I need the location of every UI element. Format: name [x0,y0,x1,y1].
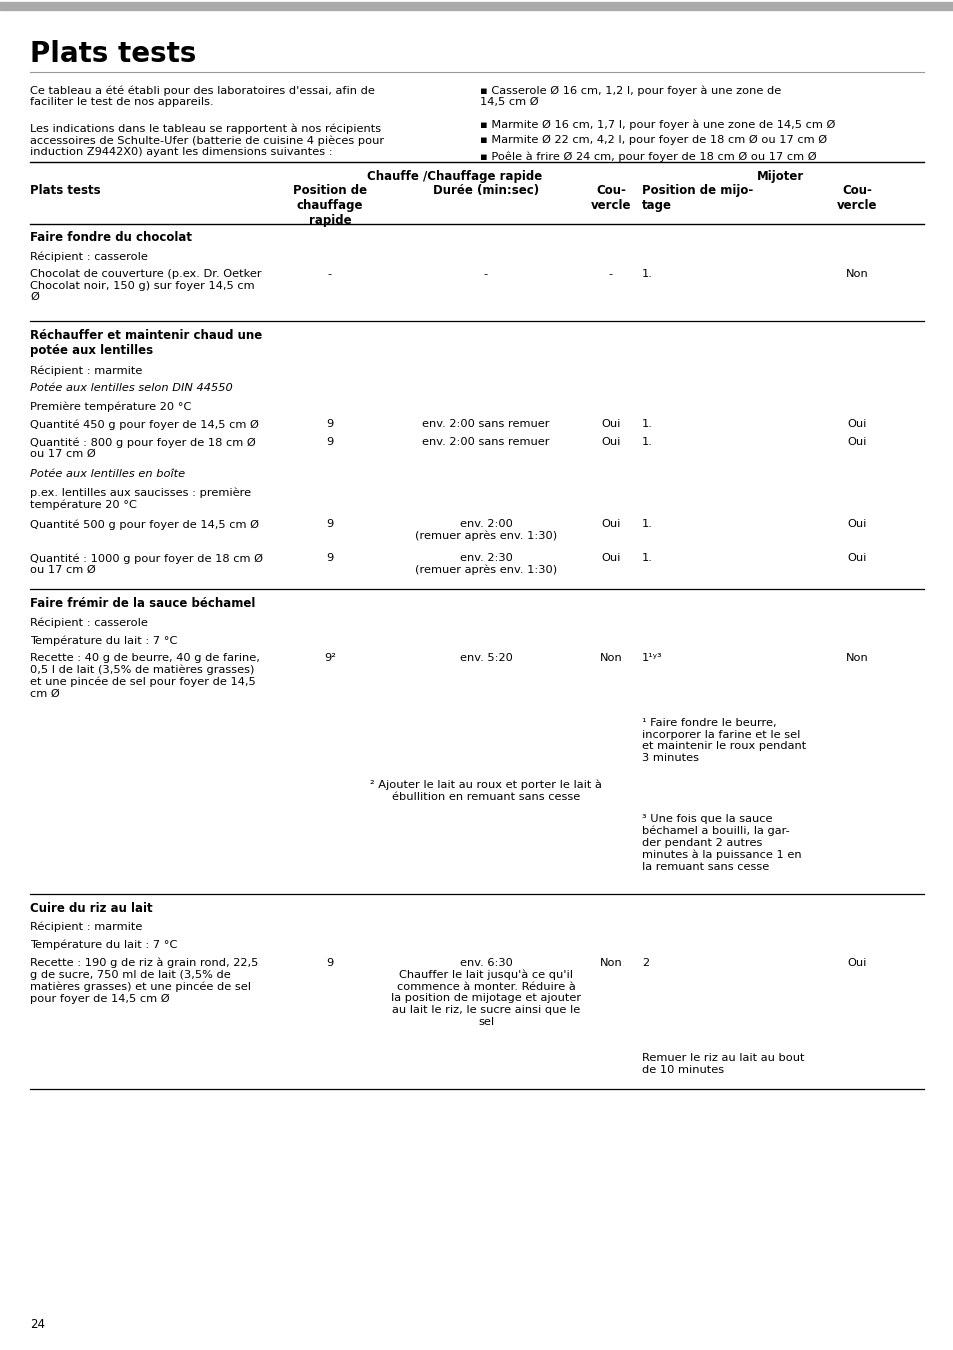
Text: Première température 20 °C: Première température 20 °C [30,401,192,412]
Text: p.ex. lentilles aux saucisses : première
température 20 °C: p.ex. lentilles aux saucisses : première… [30,487,251,510]
Text: Les indications dans le tableau se rapportent à nos récipients
accessoires de Sc: Les indications dans le tableau se rappo… [30,123,384,158]
Text: 2: 2 [641,958,648,968]
Text: Durée (min:sec): Durée (min:sec) [433,184,538,197]
Text: Oui: Oui [846,554,865,563]
Text: 9: 9 [326,958,334,968]
Text: Potée aux lentilles selon DIN 44550: Potée aux lentilles selon DIN 44550 [30,383,233,393]
Text: Remuer le riz au lait au bout
de 10 minutes: Remuer le riz au lait au bout de 10 minu… [641,1053,803,1075]
Text: Non: Non [844,653,867,663]
Text: env. 2:30
(remuer après env. 1:30): env. 2:30 (remuer après env. 1:30) [415,554,557,575]
Text: Mijoter: Mijoter [757,170,803,184]
Text: Ce tableau a été établi pour des laboratoires d'essai, afin de
faciliter le test: Ce tableau a été établi pour des laborat… [30,85,375,107]
Text: env. 2:00 sans remuer: env. 2:00 sans remuer [422,437,549,447]
Text: 9²: 9² [324,653,335,663]
Text: env. 6:30
Chauffer le lait jusqu'à ce qu'il
commence à monter. Réduire à
la posi: env. 6:30 Chauffer le lait jusqu'à ce qu… [391,958,580,1026]
Text: Oui: Oui [600,518,620,529]
Text: env. 2:00 sans remuer: env. 2:00 sans remuer [422,418,549,429]
Text: Oui: Oui [846,418,865,429]
Bar [0,1,953,9]
Text: -: - [608,269,613,279]
Text: Oui: Oui [846,437,865,447]
Text: Cuire du riz au lait: Cuire du riz au lait [30,902,152,915]
Text: Réchauffer et maintenir chaud une
potée aux lentilles: Réchauffer et maintenir chaud une potée … [30,329,262,356]
Text: Quantité 450 g pour foyer de 14,5 cm Ø: Quantité 450 g pour foyer de 14,5 cm Ø [30,418,258,429]
Text: 1¹ʸ³: 1¹ʸ³ [641,653,662,663]
Text: Quantité : 1000 g pour foyer de 18 cm Ø
ou 17 cm Ø: Quantité : 1000 g pour foyer de 18 cm Ø … [30,554,263,575]
Text: 9: 9 [326,437,334,447]
Text: Non: Non [599,958,621,968]
Text: Plats tests: Plats tests [30,40,196,68]
Text: ¹ Faire fondre le beurre,
incorporer la farine et le sel
et maintenir le roux pe: ¹ Faire fondre le beurre, incorporer la … [641,718,805,763]
Text: Quantité : 800 g pour foyer de 18 cm Ø
ou 17 cm Ø: Quantité : 800 g pour foyer de 18 cm Ø o… [30,437,255,459]
Text: Récipient : marmite: Récipient : marmite [30,364,142,375]
Text: Recette : 40 g de beurre, 40 g de farine,
0,5 l de lait (3,5% de matières grasse: Recette : 40 g de beurre, 40 g de farine… [30,653,259,699]
Text: 1.: 1. [641,437,652,447]
Text: Recette : 190 g de riz à grain rond, 22,5
g de sucre, 750 ml de lait (3,5% de
ma: Recette : 190 g de riz à grain rond, 22,… [30,958,258,1004]
Text: ▪ Marmite Ø 22 cm, 4,2 l, pour foyer de 18 cm Ø ou 17 cm Ø: ▪ Marmite Ø 22 cm, 4,2 l, pour foyer de … [479,135,826,146]
Text: Position de mijo-
tage: Position de mijo- tage [641,184,753,212]
Text: ³ Une fois que la sauce
béchamel a bouilli, la gar-
der pendant 2 autres
minutes: ³ Une fois que la sauce béchamel a bouil… [641,814,801,872]
Text: Récipient : casserole: Récipient : casserole [30,617,148,628]
Text: 9: 9 [326,418,334,429]
Text: Température du lait : 7 °C: Température du lait : 7 °C [30,940,177,950]
Text: Récipient : marmite: Récipient : marmite [30,922,142,933]
Text: Cou-
vercle: Cou- vercle [590,184,631,212]
Text: ² Ajouter le lait au roux et porter le lait à
ébullition en remuant sans cesse: ² Ajouter le lait au roux et porter le l… [370,780,601,802]
Text: 1.: 1. [641,418,652,429]
Text: Cou-
vercle: Cou- vercle [836,184,877,212]
Text: Quantité 500 g pour foyer de 14,5 cm Ø: Quantité 500 g pour foyer de 14,5 cm Ø [30,518,258,529]
Text: Récipient : casserole: Récipient : casserole [30,251,148,262]
Text: Faire frémir de la sauce béchamel: Faire frémir de la sauce béchamel [30,597,255,610]
Text: Non: Non [844,269,867,279]
Text: 9: 9 [326,554,334,563]
Text: Chauffe /Chauffage rapide: Chauffe /Chauffage rapide [367,170,542,184]
Text: Potée aux lentilles en boîte: Potée aux lentilles en boîte [30,468,185,479]
Text: Température du lait : 7 °C: Température du lait : 7 °C [30,634,177,645]
Text: Chocolat de couverture (p.ex. Dr. Oetker
Chocolat noir, 150 g) sur foyer 14,5 cm: Chocolat de couverture (p.ex. Dr. Oetker… [30,269,261,302]
Text: 9: 9 [326,518,334,529]
Text: Non: Non [599,653,621,663]
Text: Oui: Oui [600,554,620,563]
Text: 1.: 1. [641,518,652,529]
Text: Oui: Oui [600,418,620,429]
Text: Oui: Oui [846,518,865,529]
Text: -: - [328,269,332,279]
Text: 1.: 1. [641,269,652,279]
Text: env. 2:00
(remuer après env. 1:30): env. 2:00 (remuer après env. 1:30) [415,518,557,541]
Text: Faire fondre du chocolat: Faire fondre du chocolat [30,231,192,244]
Text: Oui: Oui [846,958,865,968]
Text: ▪ Marmite Ø 16 cm, 1,7 l, pour foyer à une zone de 14,5 cm Ø: ▪ Marmite Ø 16 cm, 1,7 l, pour foyer à u… [479,119,835,130]
Text: ▪ Casserole Ø 16 cm, 1,2 l, pour foyer à une zone de
14,5 cm Ø: ▪ Casserole Ø 16 cm, 1,2 l, pour foyer à… [479,85,781,107]
Text: -: - [483,269,488,279]
Text: 1.: 1. [641,554,652,563]
Text: 24: 24 [30,1318,45,1331]
Text: Plats tests: Plats tests [30,184,100,197]
Text: ▪ Poêle à frire Ø 24 cm, pour foyer de 18 cm Ø ou 17 cm Ø: ▪ Poêle à frire Ø 24 cm, pour foyer de 1… [479,151,816,162]
Text: Oui: Oui [600,437,620,447]
Text: Position de
chauffage
rapide: Position de chauffage rapide [293,184,367,227]
Text: env. 5:20: env. 5:20 [459,653,512,663]
